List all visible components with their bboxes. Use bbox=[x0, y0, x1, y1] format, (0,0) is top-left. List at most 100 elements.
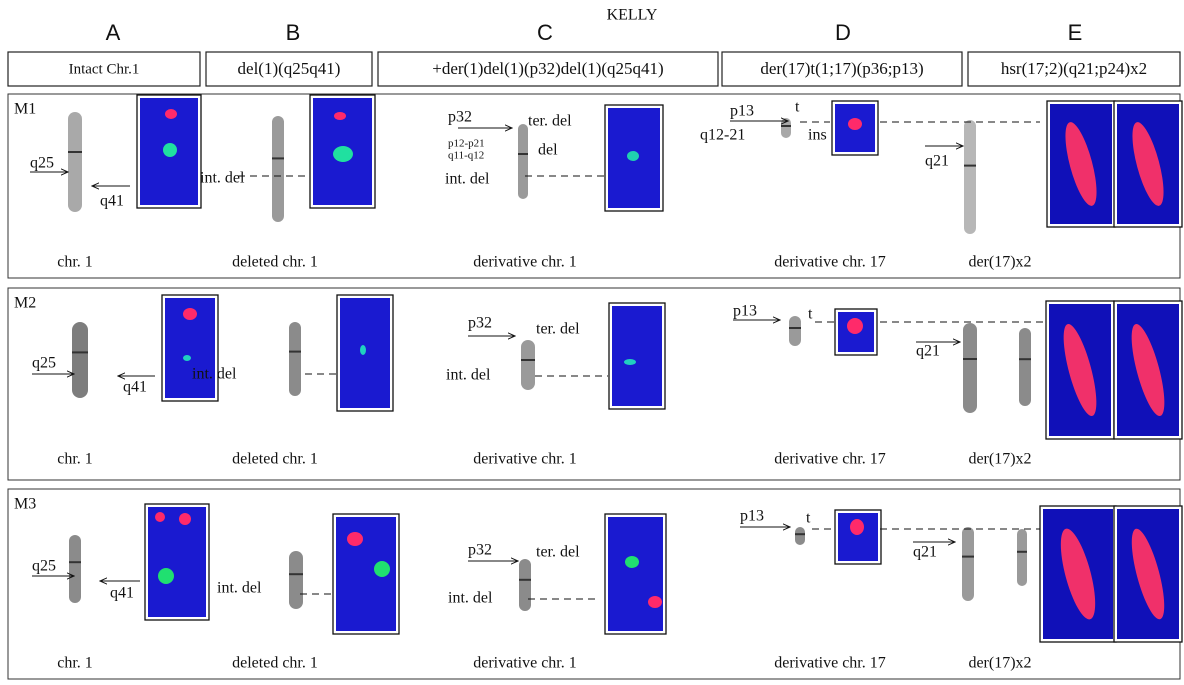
annotation: int. del bbox=[192, 366, 237, 383]
chromosome bbox=[72, 322, 88, 398]
fish-signal bbox=[333, 146, 353, 162]
fish-signal bbox=[847, 318, 863, 334]
chromosome bbox=[521, 340, 535, 390]
annotation: int. del bbox=[200, 170, 245, 187]
fish-image bbox=[608, 517, 663, 631]
row-label: M3 bbox=[14, 496, 36, 513]
annotation: t bbox=[808, 306, 813, 323]
annotation: q25 bbox=[32, 558, 56, 575]
column-letter: E bbox=[1068, 20, 1083, 45]
caption: derivative chr. 1 bbox=[473, 451, 577, 468]
figure-title: KELLY bbox=[607, 7, 658, 24]
annotation: q11-q12 bbox=[448, 150, 484, 162]
column-letter: C bbox=[537, 20, 553, 45]
annotation: ins bbox=[808, 127, 827, 144]
chromosome bbox=[962, 527, 974, 601]
row-panel: M3 q25 q41 int. del p32 ter. del int. del p13 t q… bbox=[8, 489, 1182, 679]
fish-signal bbox=[183, 355, 191, 361]
annotation: int. del bbox=[445, 171, 490, 188]
chromosome bbox=[963, 323, 977, 413]
fish-signal bbox=[179, 513, 191, 525]
fish-signal bbox=[627, 151, 639, 161]
fish-signal bbox=[334, 112, 346, 120]
chromosome bbox=[272, 116, 284, 222]
fish-signal bbox=[347, 532, 363, 546]
annotation: t bbox=[806, 510, 811, 527]
column-letter: D bbox=[835, 20, 851, 45]
annotation: p32 bbox=[468, 542, 492, 559]
row-panel: M2 q25 q41 int. del p32 ter. del int. del p13 t q… bbox=[8, 288, 1182, 480]
annotation: p32 bbox=[448, 109, 472, 126]
chromosome bbox=[964, 120, 976, 234]
fish-signal bbox=[648, 596, 662, 608]
annotation: q25 bbox=[30, 155, 54, 172]
annotation: int. del bbox=[446, 367, 491, 384]
annotation: q25 bbox=[32, 355, 56, 372]
annotation: q41 bbox=[123, 379, 147, 396]
caption: der(17)x2 bbox=[968, 254, 1031, 271]
annotation: ter. del bbox=[536, 544, 580, 561]
row-label: M1 bbox=[14, 101, 36, 118]
chromosome bbox=[1017, 529, 1027, 586]
annotation: q12-21 bbox=[700, 127, 745, 144]
fish-signal bbox=[625, 556, 639, 568]
caption: deleted chr. 1 bbox=[232, 451, 318, 468]
annotation: ter. del bbox=[536, 321, 580, 338]
row-label: M2 bbox=[14, 295, 36, 312]
column-letter: A bbox=[106, 20, 121, 45]
caption: der(17)x2 bbox=[968, 655, 1031, 672]
annotation: p13 bbox=[740, 508, 764, 525]
fish-image bbox=[612, 306, 662, 406]
annotation: int. del bbox=[217, 580, 262, 597]
column-header: del(1)(q25q41) bbox=[238, 59, 341, 78]
chromosome bbox=[519, 559, 531, 611]
fish-signal bbox=[848, 118, 862, 130]
caption: derivative chr. 17 bbox=[774, 451, 886, 468]
chromosome bbox=[289, 551, 303, 609]
caption: der(17)x2 bbox=[968, 451, 1031, 468]
caption: chr. 1 bbox=[57, 451, 93, 468]
fish-signal bbox=[360, 345, 366, 355]
annotation: q21 bbox=[916, 343, 940, 360]
fish-signal bbox=[850, 519, 864, 535]
figure: KELLY AIntact Chr.1Bdel(1)(q25q41)C+der(… bbox=[0, 0, 1184, 685]
annotation: p13 bbox=[733, 303, 757, 320]
fish-signal bbox=[374, 561, 390, 577]
column-header: hsr(17;2)(q21;p24)x2 bbox=[1001, 59, 1147, 78]
caption: derivative chr. 1 bbox=[473, 254, 577, 271]
chromosome bbox=[789, 316, 801, 346]
fish-signal bbox=[165, 109, 177, 119]
chromosome bbox=[289, 322, 301, 396]
annotation: t bbox=[795, 99, 800, 116]
fish-signal bbox=[183, 308, 197, 320]
fish-signal bbox=[158, 568, 174, 584]
caption: chr. 1 bbox=[57, 254, 93, 271]
chromosome bbox=[1019, 328, 1031, 406]
chromosome bbox=[518, 124, 528, 199]
caption: derivative chr. 17 bbox=[774, 254, 886, 271]
chromosome bbox=[69, 535, 81, 603]
fish-signal bbox=[163, 143, 177, 157]
annotation: q21 bbox=[925, 153, 949, 170]
annotation: p13 bbox=[730, 103, 754, 120]
annotation: q41 bbox=[100, 193, 124, 210]
caption: derivative chr. 17 bbox=[774, 655, 886, 672]
column-header: der(17)t(1;17)(p36;p13) bbox=[760, 59, 923, 78]
column-header: Intact Chr.1 bbox=[69, 61, 140, 77]
caption: deleted chr. 1 bbox=[232, 655, 318, 672]
annotation: int. del bbox=[448, 590, 493, 607]
caption: deleted chr. 1 bbox=[232, 254, 318, 271]
row-panel: M1 q25 q41 int. del p32 ter. del p12-p21q11-q1… bbox=[8, 94, 1182, 278]
column-header: +der(1)del(1)(p32)del(1)(q25q41) bbox=[432, 59, 663, 78]
annotation: q41 bbox=[110, 585, 134, 602]
fish-signal bbox=[624, 359, 636, 365]
annotation: del bbox=[538, 142, 558, 159]
annotation: p12-p21 bbox=[448, 138, 485, 150]
fish-signal bbox=[155, 512, 165, 522]
annotation: ter. del bbox=[528, 113, 572, 130]
annotation: q21 bbox=[913, 544, 937, 561]
caption: derivative chr. 1 bbox=[473, 655, 577, 672]
fish-image bbox=[148, 507, 206, 617]
caption: chr. 1 bbox=[57, 655, 93, 672]
annotation: p32 bbox=[468, 315, 492, 332]
